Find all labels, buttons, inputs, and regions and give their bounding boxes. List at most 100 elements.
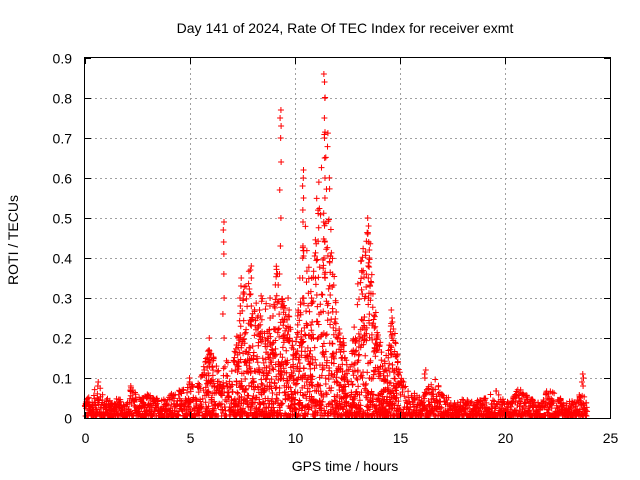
data-point	[295, 356, 302, 363]
data-point	[273, 273, 280, 280]
data-point	[318, 291, 325, 298]
data-point	[221, 363, 228, 370]
data-point	[320, 308, 327, 315]
data-point	[220, 251, 227, 257]
data-point	[388, 307, 395, 313]
data-point	[399, 378, 406, 385]
data-point	[376, 343, 383, 350]
data-point	[258, 316, 265, 323]
data-point	[245, 268, 252, 275]
data-point	[406, 398, 413, 405]
data-point	[416, 394, 423, 401]
data-point	[307, 347, 314, 354]
data-point	[323, 331, 330, 338]
data-point	[529, 402, 536, 409]
data-point	[213, 363, 220, 370]
data-point	[259, 367, 266, 374]
data-point	[275, 282, 282, 289]
data-point	[257, 401, 264, 408]
data-point	[351, 395, 358, 402]
data-point	[290, 361, 297, 368]
data-point	[255, 342, 262, 349]
data-point	[250, 356, 257, 363]
data-point	[300, 167, 307, 173]
data-point	[257, 321, 264, 328]
data-point	[252, 399, 259, 406]
data-point	[297, 311, 304, 318]
data-point	[174, 411, 181, 418]
data-point	[381, 366, 388, 373]
data-point	[206, 335, 213, 341]
data-point	[374, 346, 381, 353]
data-point	[363, 283, 370, 290]
data-point	[223, 372, 230, 379]
data-point	[386, 360, 393, 367]
data-point	[334, 369, 341, 376]
y-tick-label: 0.5	[53, 211, 73, 227]
data-point	[352, 339, 359, 346]
data-point	[321, 175, 328, 181]
y-tick-labels: 0 0.1 0.2 0.3 0.4 0.5 0.6 0.7 0.8 0.9	[53, 51, 73, 427]
data-point	[321, 239, 328, 245]
data-point	[293, 338, 300, 345]
data-point	[250, 379, 257, 386]
data-point	[205, 370, 212, 377]
data-point	[400, 379, 407, 386]
data-point	[208, 394, 215, 401]
data-point	[324, 244, 331, 251]
data-point	[311, 252, 318, 259]
data-point	[284, 378, 291, 385]
data-point	[339, 388, 346, 395]
data-point	[392, 395, 399, 402]
data-point	[378, 357, 385, 364]
data-point	[234, 369, 241, 376]
data-point	[435, 382, 442, 389]
y-tick-label: 0.2	[53, 331, 73, 347]
data-point	[256, 369, 263, 376]
data-point	[238, 393, 245, 400]
data-point	[263, 300, 270, 307]
data-point	[360, 245, 367, 252]
data-point	[328, 249, 335, 256]
data-point	[368, 279, 375, 286]
data-point	[85, 394, 92, 401]
data-point	[370, 320, 377, 327]
data-point	[293, 380, 300, 387]
y-tick-label: 0.7	[53, 131, 73, 147]
data-point	[323, 391, 330, 398]
data-point	[583, 400, 590, 407]
data-point	[282, 311, 289, 318]
data-point	[300, 295, 307, 301]
data-point	[334, 334, 341, 341]
data-point	[321, 95, 328, 101]
data-point	[247, 267, 254, 273]
data-point	[377, 370, 384, 377]
data-point	[277, 362, 284, 369]
data-point	[436, 398, 443, 405]
data-point	[358, 275, 365, 282]
data-point	[117, 398, 124, 405]
data-point	[277, 243, 284, 249]
data-point	[317, 382, 324, 389]
data-point	[290, 346, 297, 353]
data-point	[298, 328, 305, 335]
data-point	[243, 295, 250, 302]
data-point	[266, 367, 273, 374]
data-point	[306, 351, 313, 358]
data-point	[297, 301, 304, 308]
data-point	[389, 315, 396, 321]
data-point	[171, 404, 178, 411]
data-point	[260, 370, 267, 377]
data-point	[522, 399, 529, 406]
data-point	[369, 336, 376, 343]
data-point	[330, 282, 337, 289]
data-point	[305, 275, 312, 282]
data-point	[384, 372, 391, 379]
data-point	[241, 290, 248, 297]
data-point	[250, 393, 257, 400]
data-point	[421, 371, 428, 377]
data-point	[354, 376, 361, 383]
data-point	[579, 371, 586, 377]
data-point	[304, 411, 311, 418]
data-point	[389, 335, 396, 341]
